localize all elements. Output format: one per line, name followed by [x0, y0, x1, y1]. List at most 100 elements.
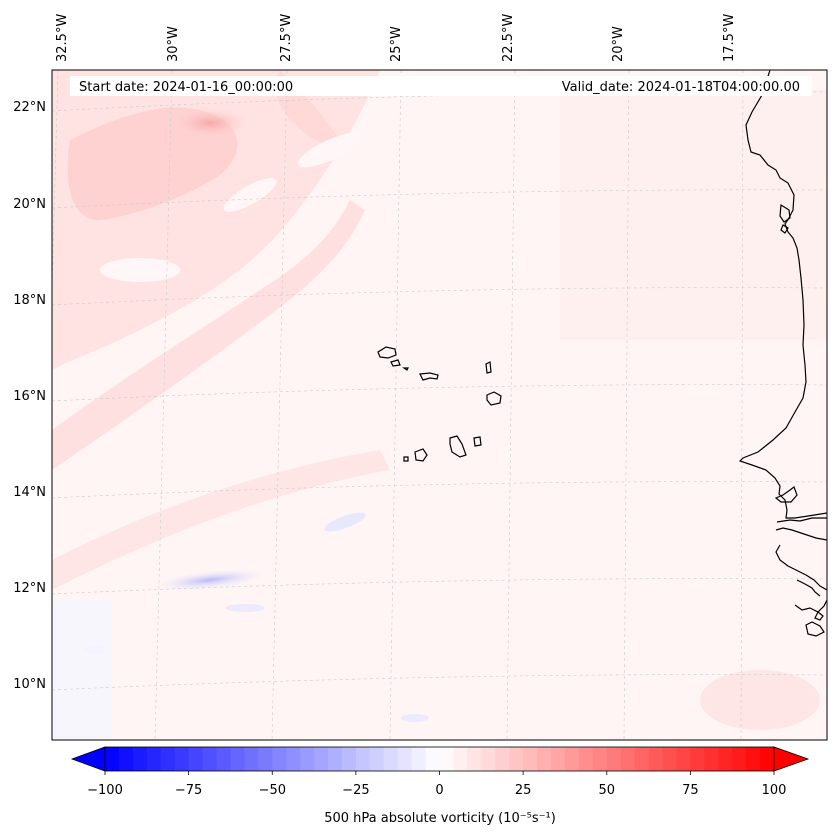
colorbar-bin	[258, 747, 273, 771]
colorbar-bin	[202, 747, 217, 771]
colorbar-bin	[648, 747, 663, 771]
colorbar-bin	[314, 747, 329, 771]
colorbar-bin	[676, 747, 691, 771]
map-panel	[52, 70, 827, 740]
colorbar-bin	[355, 747, 371, 771]
map-frame	[51, 69, 828, 741]
colorbar-bin	[188, 747, 203, 771]
colorbar-ticks: −100 −75 −50 −25 0 25 50 75 100	[87, 771, 786, 798]
island-santa-luzia	[402, 367, 409, 371]
vorticity-white-patch	[297, 132, 363, 168]
colorbar-bin	[272, 747, 287, 771]
header-band	[70, 76, 812, 96]
island-sao-nicolau	[419, 372, 439, 381]
vorticity-negative-region	[401, 714, 429, 722]
vorticity-negative-region	[225, 604, 265, 612]
colorbar-bin	[704, 747, 719, 771]
lat-label: 14°N	[13, 485, 46, 500]
colorbar-bin	[160, 747, 176, 771]
lat-label: 22°N	[13, 100, 46, 115]
colorbar-bin	[286, 747, 301, 771]
colorbar-bin	[146, 747, 162, 771]
colorbar-bin	[718, 747, 733, 771]
colorbar-bin	[369, 747, 385, 771]
colorbar-max-extension	[773, 746, 810, 772]
colorbar-bin	[606, 747, 622, 771]
island-fogo	[414, 448, 428, 462]
colorbar-bin	[439, 747, 454, 771]
vorticity-positive-region	[560, 90, 827, 340]
colorbar-bin	[244, 747, 259, 771]
lat-label: 10°N	[13, 677, 46, 692]
colorbar-tick-label: −25	[342, 783, 369, 798]
colorbar-bin	[174, 747, 190, 771]
colorbar-bin	[509, 747, 524, 771]
colorbar-bin	[397, 747, 413, 771]
colorbar-bin	[341, 747, 357, 771]
colorbar-bin	[425, 747, 440, 771]
lon-label: 17.5°W	[722, 14, 737, 62]
colorbar-bin	[662, 747, 677, 771]
colorbar-bin	[690, 747, 705, 771]
vorticity-positive-region	[700, 670, 820, 730]
island-santiago	[449, 435, 467, 458]
start-date-label: Start date: 2024-01-16_00:00:00	[79, 80, 293, 95]
colorbar-bin	[411, 747, 426, 771]
colorbar-bin	[732, 747, 747, 771]
vorticity-field	[52, 70, 827, 740]
lon-label: 27.5°W	[279, 14, 294, 62]
island-sao-vicente	[390, 359, 401, 367]
colorbar-tick-label: 50	[599, 783, 616, 798]
african-coastline	[738, 70, 827, 637]
island-boa-vista	[486, 391, 502, 406]
vorticity-negative-region	[324, 512, 366, 532]
colorbar-bin	[592, 747, 608, 771]
lon-label: 32.5°W	[55, 14, 70, 62]
colorbar-min-extension	[70, 746, 106, 772]
vorticity-positive-max	[170, 107, 250, 139]
colorbar-bin	[523, 747, 538, 771]
colorbar-bin	[620, 747, 636, 771]
colorbar-tick-label: 25	[515, 783, 532, 798]
colorbar-bin	[328, 747, 343, 771]
colorbar-bin	[634, 747, 649, 771]
vorticity-white-patch	[100, 258, 180, 282]
colorbar-bin	[537, 747, 552, 771]
colorbar-bin	[118, 747, 134, 771]
colorbar-bin	[564, 747, 580, 771]
graticule	[52, 70, 827, 740]
colorbar-bin	[746, 747, 761, 771]
lat-label: 16°N	[13, 389, 46, 404]
colorbar-bin	[551, 747, 566, 771]
colorbar-bin	[578, 747, 594, 771]
latitude-labels: 22°N 20°N 18°N 16°N 14°N 12°N 10°N	[13, 100, 46, 692]
colorbar-tick-label: 75	[682, 783, 699, 798]
island-sal	[485, 361, 492, 374]
colorbar-bin	[383, 747, 399, 771]
lat-label: 12°N	[13, 581, 46, 596]
valid-date-label: Valid_date: 2024-01-18T04:00:00.00	[562, 80, 800, 95]
island-maio	[473, 436, 482, 447]
lon-label: 22.5°W	[501, 14, 516, 62]
colorbar-tick-label: −100	[87, 783, 123, 798]
lat-label: 20°N	[13, 197, 46, 212]
colorbar-bin	[105, 747, 120, 771]
colorbar-bin	[467, 747, 482, 771]
colorbar-bin	[453, 747, 468, 771]
colorbar-tick-label: −50	[259, 783, 286, 798]
colorbar-bin	[230, 747, 245, 771]
colorbar-bin	[216, 747, 231, 771]
colorbar-bin	[481, 747, 496, 771]
colorbar-bin	[132, 747, 148, 771]
vorticity-negative-region	[52, 600, 112, 740]
longitude-labels: 32.5°W 30°W 27.5°W 25°W 22.5°W 20°W 17.5…	[55, 14, 737, 62]
colorbar-bins	[105, 747, 775, 771]
lon-label: 25°W	[389, 26, 404, 62]
vorticity-negative-min	[155, 569, 265, 591]
colorbar-tick-label: 100	[762, 783, 787, 798]
vorticity-positive-band	[52, 200, 365, 470]
island-santo-antao	[377, 346, 397, 359]
colorbar: −100 −75 −50 −25 0 25 50 75 100 500 hPa …	[70, 746, 810, 826]
lat-label: 18°N	[13, 293, 46, 308]
